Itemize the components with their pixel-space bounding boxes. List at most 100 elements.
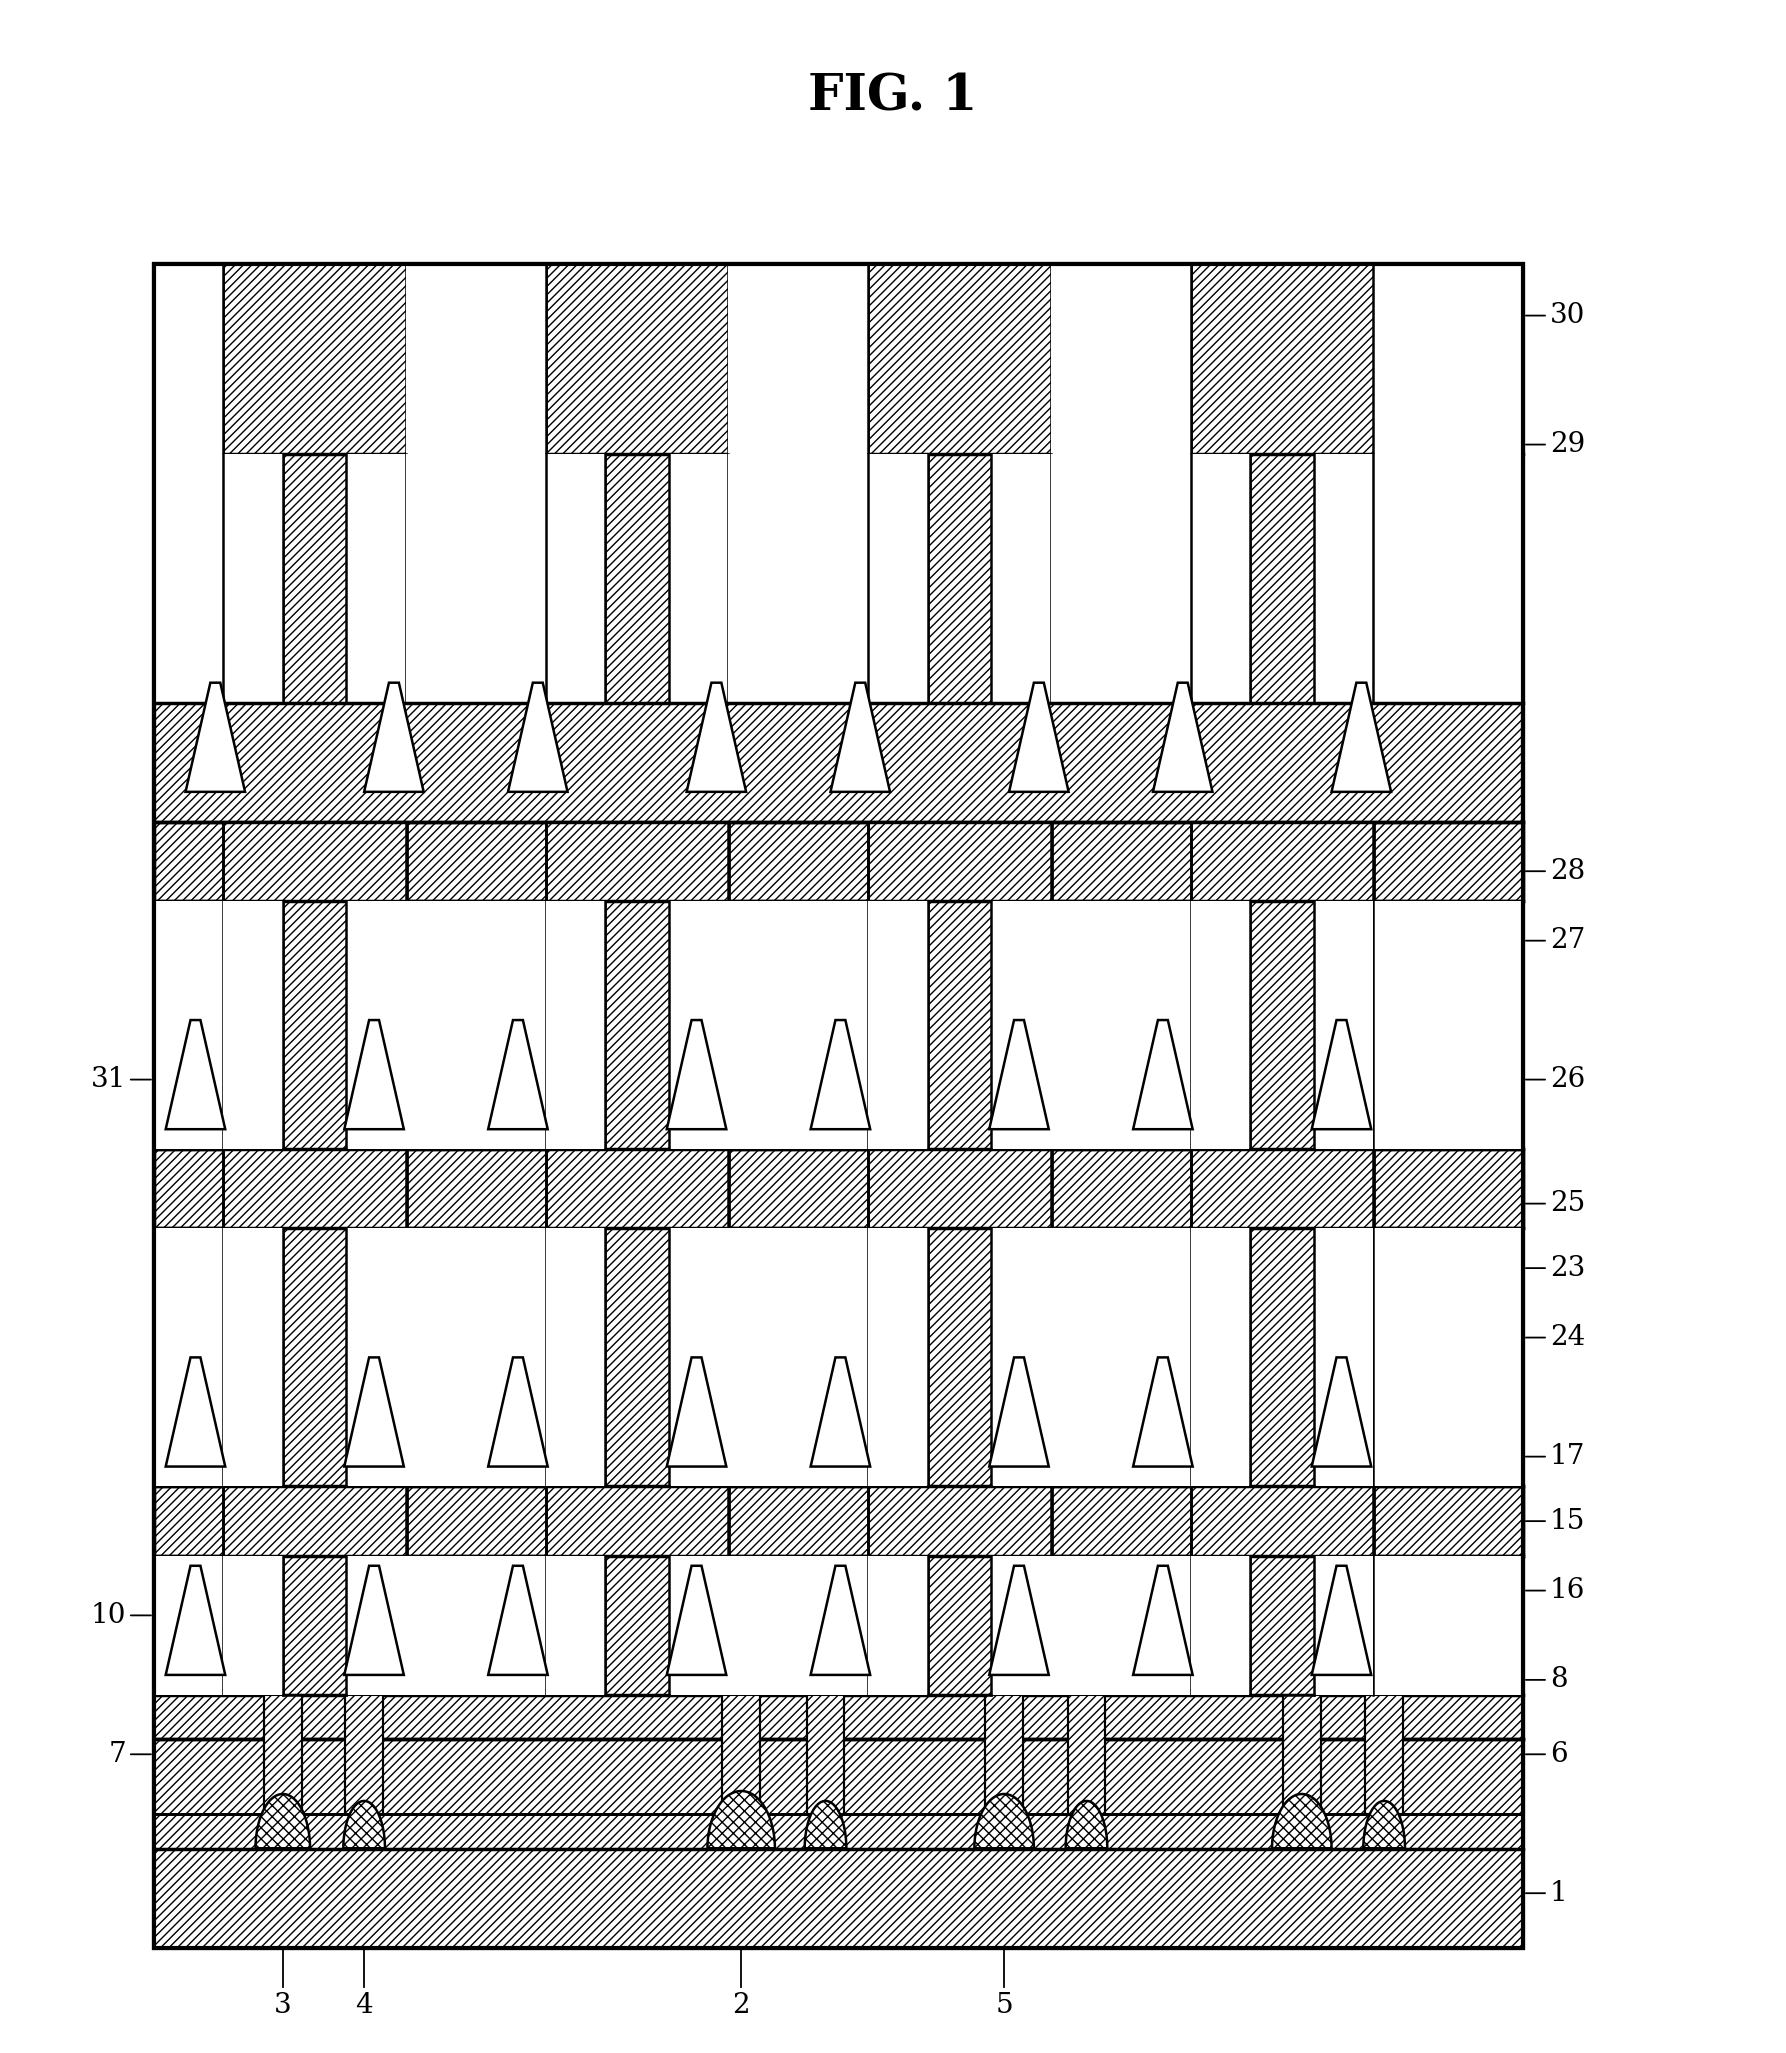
Polygon shape <box>1009 684 1068 792</box>
Bar <box>868 821 1052 901</box>
Bar <box>1314 1556 1373 1696</box>
Bar <box>927 1228 993 1486</box>
Polygon shape <box>666 1020 727 1129</box>
Text: 6: 6 <box>1550 1741 1568 1768</box>
Bar <box>1282 1696 1320 1815</box>
Bar <box>405 454 547 702</box>
Bar <box>1068 1696 1106 1815</box>
Bar <box>264 1696 302 1815</box>
Bar <box>547 1556 605 1696</box>
Bar <box>154 821 1523 901</box>
Bar <box>1191 1556 1250 1696</box>
Bar <box>807 1696 845 1815</box>
Bar <box>1191 454 1250 702</box>
Text: 4: 4 <box>355 1991 373 2020</box>
Bar <box>282 901 346 1150</box>
Bar <box>729 454 868 702</box>
Polygon shape <box>1272 1794 1332 1848</box>
Bar <box>1191 901 1250 1150</box>
Bar <box>547 901 605 1150</box>
Bar <box>605 901 670 1150</box>
Polygon shape <box>811 1020 870 1129</box>
Bar <box>154 1556 223 1696</box>
Bar <box>154 1228 223 1486</box>
Text: 25: 25 <box>1550 1191 1586 1217</box>
Bar <box>668 454 729 702</box>
Polygon shape <box>255 1794 311 1848</box>
Bar <box>986 1696 1023 1815</box>
Bar <box>154 1739 1523 1815</box>
Bar <box>154 901 223 1150</box>
Bar <box>927 1556 993 1696</box>
Bar <box>547 1228 605 1486</box>
Polygon shape <box>805 1800 847 1848</box>
Bar <box>991 901 1050 1150</box>
Bar <box>223 454 282 702</box>
Bar <box>1050 265 1191 454</box>
Bar <box>868 454 927 702</box>
Text: 1: 1 <box>1550 1881 1568 1907</box>
Text: 8: 8 <box>1550 1667 1568 1694</box>
Bar <box>223 1486 407 1556</box>
Bar <box>1365 1696 1404 1815</box>
Bar <box>605 1556 670 1696</box>
Bar <box>1314 901 1373 1150</box>
Polygon shape <box>186 684 245 792</box>
Bar <box>1050 901 1191 1150</box>
Bar <box>1050 454 1191 702</box>
Bar <box>346 901 405 1150</box>
Polygon shape <box>1332 684 1391 792</box>
Bar <box>405 1228 547 1486</box>
Bar <box>729 265 868 454</box>
Text: 2: 2 <box>732 1991 750 2020</box>
Text: 15: 15 <box>1550 1507 1586 1536</box>
Bar <box>1191 821 1373 901</box>
Polygon shape <box>1154 684 1213 792</box>
Bar <box>346 1228 405 1486</box>
Polygon shape <box>166 1020 225 1129</box>
Polygon shape <box>488 1357 548 1466</box>
Bar <box>154 1815 1523 1848</box>
Bar <box>1250 1556 1314 1696</box>
Text: 5: 5 <box>995 1991 1013 2020</box>
Polygon shape <box>166 1566 225 1675</box>
Bar <box>405 1556 547 1696</box>
Polygon shape <box>989 1566 1048 1675</box>
Bar <box>991 1556 1050 1696</box>
Bar <box>405 265 547 454</box>
Bar <box>154 265 223 454</box>
Bar <box>605 1228 670 1486</box>
Bar <box>1373 1556 1523 1696</box>
Polygon shape <box>1311 1357 1372 1466</box>
Polygon shape <box>1311 1566 1372 1675</box>
Bar <box>1050 1228 1191 1486</box>
Bar <box>927 454 993 702</box>
Polygon shape <box>707 1790 775 1848</box>
Bar <box>729 1556 868 1696</box>
Text: 27: 27 <box>1550 928 1586 955</box>
Polygon shape <box>830 684 889 792</box>
Polygon shape <box>666 1566 727 1675</box>
Bar <box>547 1150 729 1228</box>
Bar <box>154 1848 1523 1948</box>
Bar <box>1314 1228 1373 1486</box>
Bar <box>1250 901 1314 1150</box>
Bar <box>154 265 1523 454</box>
Bar <box>547 821 729 901</box>
Bar <box>223 1556 282 1696</box>
Polygon shape <box>1132 1566 1193 1675</box>
Bar <box>1250 454 1314 702</box>
Polygon shape <box>1132 1020 1193 1129</box>
Polygon shape <box>345 1020 404 1129</box>
Polygon shape <box>345 1357 404 1466</box>
Bar <box>868 1556 927 1696</box>
Bar <box>547 265 729 454</box>
Bar <box>1373 265 1523 454</box>
Bar <box>1191 1150 1373 1228</box>
Bar <box>729 901 868 1150</box>
Text: 23: 23 <box>1550 1254 1586 1281</box>
Bar <box>1373 901 1523 1150</box>
Text: 26: 26 <box>1550 1066 1586 1092</box>
Bar <box>154 1696 1523 1739</box>
Polygon shape <box>507 684 568 792</box>
